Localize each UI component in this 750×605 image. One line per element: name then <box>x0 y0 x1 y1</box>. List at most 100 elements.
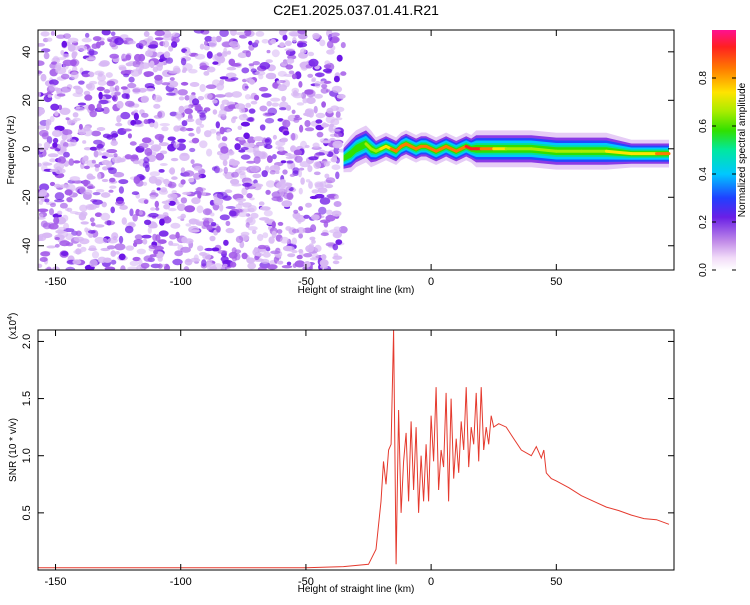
noise-speckle <box>179 127 188 132</box>
y-tick-label: -40 <box>21 238 33 254</box>
noise-speckle <box>305 108 314 115</box>
noise-speckle <box>223 263 228 267</box>
noise-speckle <box>180 246 192 253</box>
noise-speckle <box>109 177 116 183</box>
noise-speckle <box>258 86 269 92</box>
noise-speckle <box>135 66 142 72</box>
noise-speckle <box>154 74 163 81</box>
noise-speckle <box>332 128 341 132</box>
noise-speckle <box>209 235 216 242</box>
noise-speckle <box>253 179 258 184</box>
noise-speckle <box>242 83 249 91</box>
noise-speckle <box>189 82 200 87</box>
noise-speckle <box>60 73 70 80</box>
noise-speckle <box>333 146 340 155</box>
noise-speckle <box>169 234 177 240</box>
noise-speckle <box>181 120 188 127</box>
noise-speckle <box>329 123 335 128</box>
noise-speckle <box>38 235 44 242</box>
noise-speckle <box>324 60 331 66</box>
noise-speckle <box>324 150 329 155</box>
noise-speckle <box>245 50 251 58</box>
noise-speckle <box>245 77 254 81</box>
noise-speckle <box>209 128 217 134</box>
noise-speckle <box>291 237 297 245</box>
noise-speckle <box>124 100 135 107</box>
noise-speckle <box>257 151 268 160</box>
noise-speckle <box>266 100 272 107</box>
noise-speckle <box>59 146 67 154</box>
noise-speckle <box>228 251 238 259</box>
noise-speckle <box>195 186 204 195</box>
noise-speckle <box>320 87 329 94</box>
noise-speckle <box>65 117 70 121</box>
noise-speckle <box>299 124 304 133</box>
noise-speckle <box>185 223 192 227</box>
noise-speckle <box>193 30 205 34</box>
noise-speckle <box>156 187 161 191</box>
noise-speckle <box>82 179 89 187</box>
noise-speckle <box>266 49 271 54</box>
noise-speckle <box>284 40 292 47</box>
noise-speckle <box>291 228 300 234</box>
noise-speckle <box>247 262 257 270</box>
noise-speckle <box>118 186 124 194</box>
noise-speckle <box>290 146 295 152</box>
noise-speckle <box>234 143 241 151</box>
noise-speckle <box>193 254 199 261</box>
noise-speckle <box>102 133 111 139</box>
noise-speckle <box>100 247 110 252</box>
noise-speckle <box>261 93 272 98</box>
y-tick-label: -20 <box>21 189 33 205</box>
noise-speckle <box>298 169 302 178</box>
noise-speckle <box>143 199 149 204</box>
noise-speckle <box>66 134 73 141</box>
noise-speckle <box>118 253 126 261</box>
noise-speckle <box>308 156 319 161</box>
noise-speckle <box>168 200 176 206</box>
noise-speckle <box>106 149 118 154</box>
noise-speckle <box>307 51 315 57</box>
noise-speckle <box>225 72 237 79</box>
noise-speckle <box>143 255 153 262</box>
noise-speckle <box>261 170 268 178</box>
y-tick-label: 0 <box>21 146 33 152</box>
noise-speckle <box>280 61 288 67</box>
noise-speckle <box>149 254 157 258</box>
noise-speckle <box>297 42 308 48</box>
noise-speckle <box>202 208 213 216</box>
noise-speckle <box>132 214 138 222</box>
noise-speckle <box>331 37 339 44</box>
noise-speckle <box>88 104 95 111</box>
noise-speckle <box>320 140 331 144</box>
noise-speckle <box>120 265 126 270</box>
noise-speckle <box>231 91 243 98</box>
noise-speckle <box>322 68 333 73</box>
noise-speckle <box>204 247 214 252</box>
noise-speckle <box>246 217 253 224</box>
noise-speckle <box>258 249 267 253</box>
noise-speckle <box>87 50 98 56</box>
colorbar-tick-label: 0.6 <box>698 119 709 133</box>
noise-speckle <box>56 93 66 97</box>
noise-speckle <box>54 192 65 201</box>
noise-speckle <box>216 225 221 233</box>
noise-speckle <box>238 149 246 153</box>
noise-speckle <box>319 259 329 267</box>
noise-speckle <box>158 230 169 237</box>
noise-speckle <box>162 212 169 217</box>
noise-speckle <box>287 253 296 258</box>
noise-speckle <box>158 169 165 173</box>
noise-speckle <box>62 142 69 148</box>
noise-speckle <box>286 50 290 56</box>
noise-speckle <box>167 193 178 199</box>
noise-speckle <box>240 147 249 151</box>
noise-speckle <box>90 222 96 227</box>
noise-speckle <box>101 201 107 208</box>
noise-speckle <box>253 156 261 164</box>
noise-speckle <box>226 66 237 71</box>
noise-speckle <box>206 224 213 231</box>
noise-speckle <box>315 119 323 124</box>
